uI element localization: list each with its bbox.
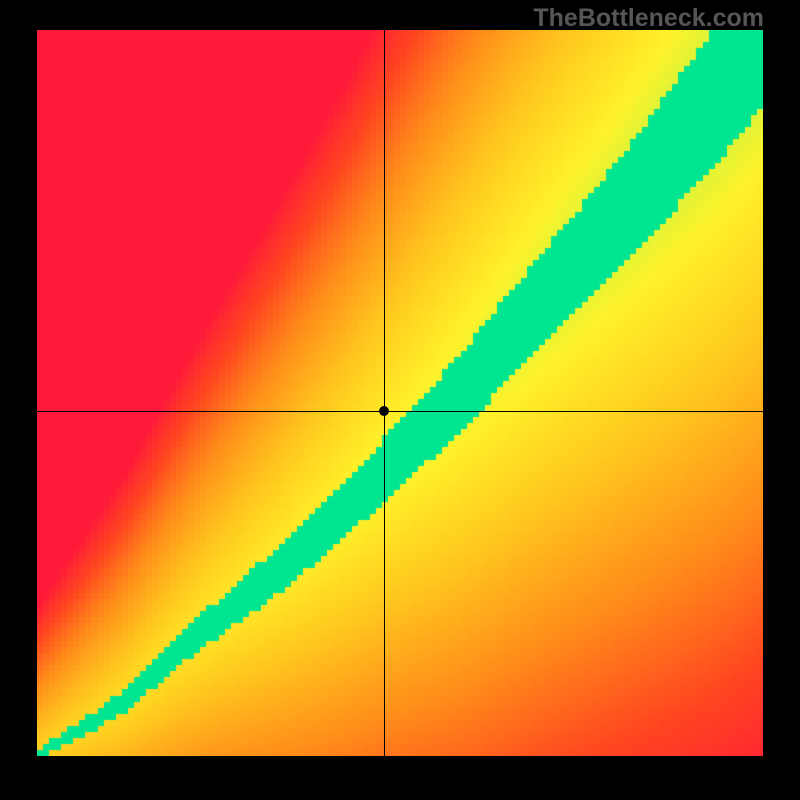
watermark-text: TheBottleneck.com bbox=[533, 4, 764, 33]
crosshair-horizontal bbox=[37, 411, 763, 412]
crosshair-marker bbox=[379, 406, 389, 416]
bottleneck-heatmap bbox=[37, 30, 763, 756]
crosshair-vertical bbox=[384, 30, 385, 756]
